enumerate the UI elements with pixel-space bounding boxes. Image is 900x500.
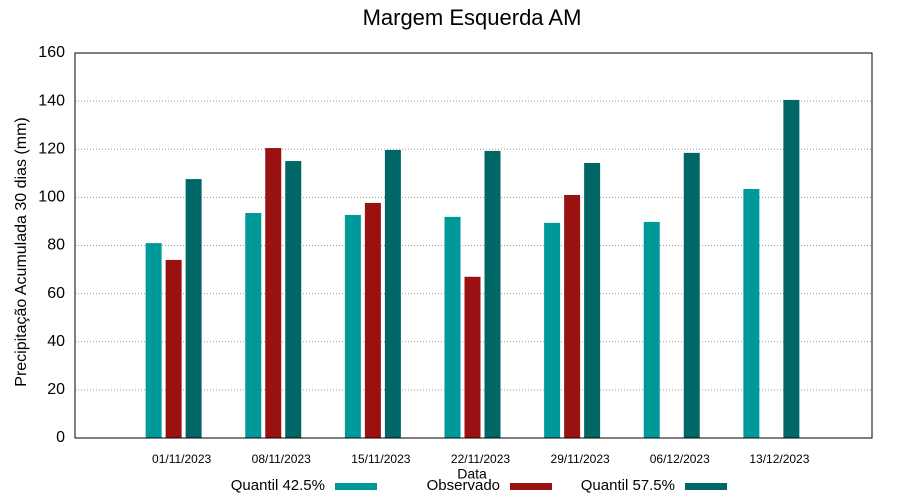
legend-label: Quantil 57.5% xyxy=(581,477,675,494)
bar xyxy=(484,150,501,438)
y-tick-label: 100 xyxy=(38,189,65,206)
bar xyxy=(743,188,760,438)
y-tick-label: 20 xyxy=(47,381,65,398)
y-tick-label: 0 xyxy=(56,429,65,446)
bar xyxy=(364,202,381,438)
x-tick-label: 15/11/2023 xyxy=(351,452,410,466)
y-tick-label: 60 xyxy=(47,285,65,302)
bar xyxy=(643,221,660,438)
x-tick-label: 08/11/2023 xyxy=(252,452,311,466)
legend-swatch xyxy=(335,483,377,490)
bar xyxy=(444,216,461,438)
y-tick-label: 140 xyxy=(38,92,65,109)
x-tick-label: 06/12/2023 xyxy=(650,452,710,466)
chart-title: Margem Esquerda AM xyxy=(363,5,582,30)
bar xyxy=(285,161,302,438)
bar xyxy=(544,222,561,438)
bar xyxy=(344,214,361,438)
plot-frame xyxy=(74,52,873,439)
y-tick-label: 120 xyxy=(38,140,65,157)
y-tick-label: 160 xyxy=(38,44,65,61)
bar xyxy=(384,149,401,439)
bar xyxy=(145,243,162,438)
x-tick-label: 22/11/2023 xyxy=(451,452,510,466)
bar xyxy=(185,179,202,438)
legend-label: Quantil 42.5% xyxy=(231,477,325,494)
bar xyxy=(584,162,601,438)
bar xyxy=(165,259,182,438)
legend-label: Observado xyxy=(427,477,500,494)
bar xyxy=(265,148,282,438)
legend-swatch xyxy=(685,483,727,490)
bar xyxy=(564,194,581,438)
y-tick-label: 80 xyxy=(47,237,65,254)
x-tick-label: 13/12/2023 xyxy=(749,452,809,466)
y-tick-label: 40 xyxy=(47,333,65,350)
bar xyxy=(783,99,800,438)
x-axis-label: Data xyxy=(457,466,487,482)
bar xyxy=(683,152,700,438)
y-axis-label: Precipitação Acumulada 30 dias (mm) xyxy=(13,117,30,386)
x-tick-label: 29/11/2023 xyxy=(551,452,610,466)
bar xyxy=(464,276,481,438)
legend-swatch xyxy=(510,483,552,490)
x-tick-label: 01/11/2023 xyxy=(152,452,211,466)
bar xyxy=(245,213,262,438)
